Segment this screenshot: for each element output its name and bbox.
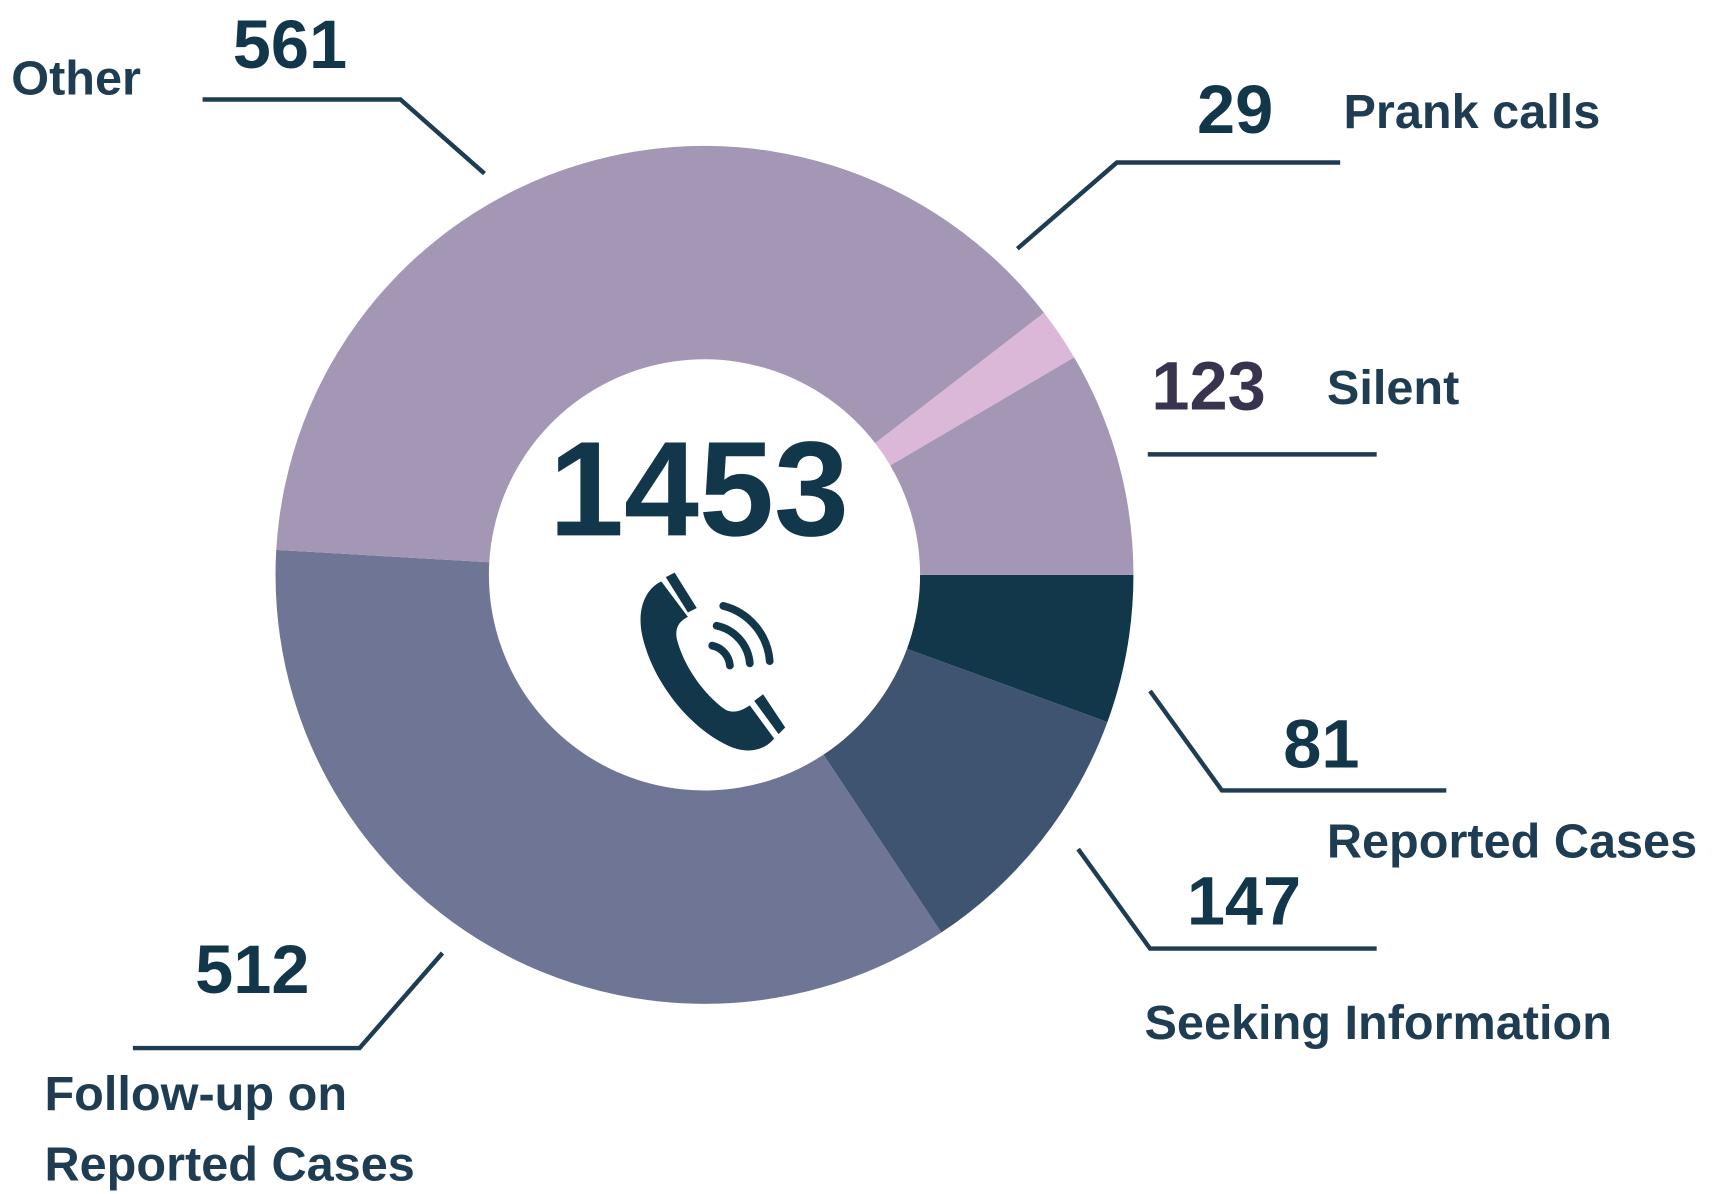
value-label: 512	[195, 931, 309, 1008]
value-label: 81	[1283, 706, 1359, 783]
leader-line	[202, 97, 486, 176]
leader-line	[1015, 160, 1341, 251]
value-label: 147	[1187, 863, 1301, 940]
value-label: 123	[1151, 347, 1265, 424]
slice	[906, 574, 1134, 723]
donut	[275, 145, 1134, 1004]
category-label: Other	[11, 52, 141, 106]
phone-icon	[640, 572, 786, 751]
category-label-box: Follow-up on Reported Cases	[44, 1066, 415, 1192]
category-label: Prank calls	[1343, 85, 1600, 139]
slice	[276, 145, 1045, 563]
category-label: Silent	[1327, 361, 1459, 415]
slice	[823, 648, 1108, 933]
category-label: Seeking Information	[1144, 996, 1611, 1050]
category-label: Follow-up on Reported Cases	[44, 1066, 415, 1192]
value-label: 29	[1197, 71, 1273, 148]
leader-line	[1148, 689, 1447, 793]
category-label: Reported Cases	[1327, 814, 1697, 868]
slice	[890, 357, 1134, 575]
leader-line	[1076, 847, 1377, 951]
center-total: 1453	[549, 413, 849, 564]
slice	[275, 549, 942, 1004]
leader-line	[132, 951, 445, 1051]
value-label: 561	[233, 6, 347, 83]
slice	[875, 312, 1075, 466]
